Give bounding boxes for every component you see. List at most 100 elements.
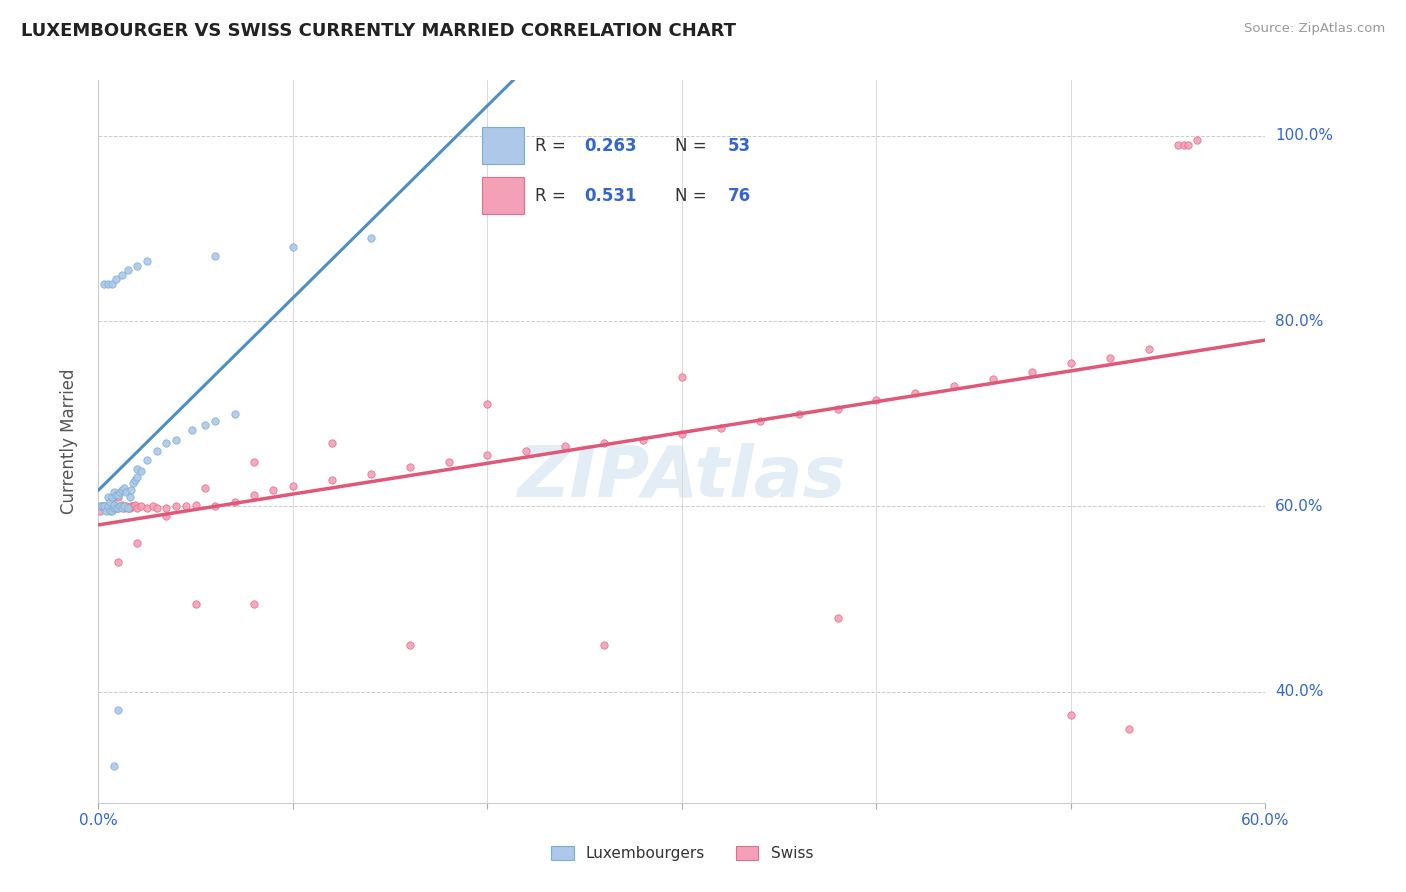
- Point: [1098, 351, 1121, 366]
- Point: [321, 436, 343, 450]
- Point: [118, 501, 141, 516]
- Point: [129, 500, 152, 514]
- Point: [1137, 342, 1160, 356]
- Point: [943, 379, 966, 393]
- Point: [243, 455, 266, 469]
- Point: [122, 500, 145, 514]
- Point: [142, 500, 165, 514]
- Point: [112, 501, 135, 516]
- Point: [101, 277, 124, 291]
- Point: [1021, 365, 1043, 379]
- Point: [787, 407, 810, 421]
- Point: [155, 436, 177, 450]
- Point: [262, 483, 284, 497]
- Point: [184, 597, 207, 611]
- Point: [360, 467, 382, 481]
- Point: [155, 501, 177, 516]
- Point: [93, 500, 115, 514]
- Point: [117, 501, 139, 516]
- Point: [146, 443, 169, 458]
- Point: [114, 485, 136, 500]
- Point: [118, 490, 141, 504]
- Point: [360, 231, 382, 245]
- Point: [1173, 138, 1195, 153]
- Point: [91, 500, 114, 514]
- Point: [146, 501, 169, 516]
- Point: [127, 536, 149, 550]
- Point: [243, 488, 266, 502]
- Point: [124, 498, 146, 512]
- Point: [97, 501, 120, 516]
- Point: [748, 414, 770, 428]
- Point: [104, 500, 127, 514]
- Point: [321, 474, 343, 488]
- Point: [127, 501, 149, 516]
- Text: LUXEMBOURGER VS SWISS CURRENTLY MARRIED CORRELATION CHART: LUXEMBOURGER VS SWISS CURRENTLY MARRIED …: [21, 22, 737, 40]
- Point: [91, 500, 114, 514]
- Point: [194, 417, 217, 432]
- Point: [437, 455, 460, 469]
- Text: 40.0%: 40.0%: [1275, 684, 1323, 699]
- Point: [1060, 707, 1083, 722]
- Point: [104, 272, 127, 286]
- Point: [104, 488, 127, 502]
- Point: [98, 501, 121, 516]
- Point: [101, 500, 124, 514]
- Point: [121, 500, 143, 514]
- Point: [107, 488, 129, 502]
- Text: ZIPAtlas: ZIPAtlas: [517, 443, 846, 512]
- Point: [103, 501, 125, 516]
- Point: [97, 500, 120, 514]
- Point: [1118, 722, 1140, 736]
- Point: [180, 424, 202, 438]
- Point: [93, 277, 115, 291]
- Point: [107, 501, 129, 516]
- Point: [108, 500, 131, 514]
- Text: Source: ZipAtlas.com: Source: ZipAtlas.com: [1244, 22, 1385, 36]
- Point: [117, 501, 139, 516]
- Point: [515, 443, 537, 458]
- Point: [111, 501, 134, 516]
- Point: [165, 500, 187, 514]
- Point: [96, 504, 118, 518]
- Point: [114, 500, 136, 514]
- Point: [243, 597, 266, 611]
- Point: [671, 369, 693, 384]
- Point: [111, 268, 134, 282]
- Point: [865, 392, 887, 407]
- Point: [101, 494, 124, 508]
- Point: [107, 555, 129, 569]
- Point: [104, 501, 127, 516]
- Point: [1177, 138, 1199, 153]
- Point: [593, 436, 616, 450]
- Point: [97, 277, 120, 291]
- Point: [96, 500, 118, 514]
- Point: [194, 481, 217, 495]
- Point: [593, 638, 616, 652]
- Point: [101, 490, 124, 504]
- Point: [108, 485, 131, 500]
- Point: [477, 397, 499, 411]
- Point: [981, 371, 1004, 385]
- Point: [127, 469, 149, 483]
- Point: [710, 420, 733, 434]
- Point: [101, 504, 124, 518]
- Point: [1060, 356, 1083, 370]
- Point: [117, 263, 139, 277]
- Point: [136, 254, 159, 268]
- Point: [281, 479, 304, 493]
- Point: [111, 498, 134, 512]
- Point: [165, 433, 187, 447]
- Point: [827, 402, 849, 417]
- Point: [108, 500, 131, 514]
- Point: [107, 501, 129, 516]
- Point: [827, 610, 849, 624]
- Point: [112, 500, 135, 514]
- Point: [155, 508, 177, 523]
- Point: [107, 703, 129, 717]
- Point: [224, 494, 246, 508]
- Point: [103, 498, 125, 512]
- Point: [103, 485, 125, 500]
- Text: 100.0%: 100.0%: [1275, 128, 1333, 144]
- Point: [103, 501, 125, 516]
